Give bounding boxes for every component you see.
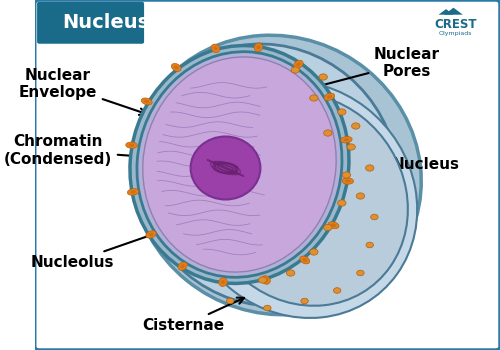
Ellipse shape — [328, 222, 339, 229]
Text: Nucleolus: Nucleolus — [30, 221, 188, 270]
Ellipse shape — [174, 65, 178, 69]
Ellipse shape — [301, 298, 308, 304]
Ellipse shape — [324, 93, 334, 100]
Ellipse shape — [126, 142, 138, 148]
Text: Nuclear
Pores: Nuclear Pores — [305, 47, 440, 91]
Ellipse shape — [344, 138, 349, 141]
Ellipse shape — [178, 262, 187, 270]
Ellipse shape — [366, 165, 374, 171]
Ellipse shape — [143, 57, 336, 272]
Ellipse shape — [256, 45, 260, 49]
Ellipse shape — [128, 189, 139, 195]
Ellipse shape — [291, 67, 300, 73]
Ellipse shape — [327, 95, 332, 99]
Ellipse shape — [264, 278, 268, 282]
Ellipse shape — [319, 74, 328, 80]
Ellipse shape — [130, 46, 349, 284]
Ellipse shape — [342, 172, 350, 178]
Text: Chromatin
(Condensed): Chromatin (Condensed) — [4, 134, 150, 167]
Ellipse shape — [211, 44, 220, 53]
Ellipse shape — [221, 280, 225, 284]
Ellipse shape — [142, 98, 152, 105]
Ellipse shape — [146, 231, 156, 238]
Ellipse shape — [345, 180, 350, 183]
Ellipse shape — [202, 93, 408, 306]
Ellipse shape — [338, 109, 346, 115]
Text: CREST: CREST — [434, 18, 477, 31]
Ellipse shape — [324, 224, 332, 231]
Ellipse shape — [347, 144, 356, 150]
Ellipse shape — [262, 276, 270, 284]
Text: Nucleus: Nucleus — [62, 13, 150, 32]
Ellipse shape — [324, 130, 332, 136]
Ellipse shape — [334, 288, 341, 293]
Ellipse shape — [137, 52, 342, 277]
Ellipse shape — [144, 100, 150, 103]
Ellipse shape — [310, 249, 318, 255]
Ellipse shape — [300, 256, 310, 264]
Ellipse shape — [148, 233, 154, 236]
Ellipse shape — [331, 224, 336, 227]
Polygon shape — [438, 9, 454, 15]
Ellipse shape — [132, 35, 422, 315]
Ellipse shape — [366, 242, 374, 248]
Ellipse shape — [214, 46, 218, 50]
FancyBboxPatch shape — [35, 0, 500, 350]
Ellipse shape — [340, 136, 352, 143]
Ellipse shape — [356, 270, 364, 276]
Ellipse shape — [226, 298, 234, 304]
Ellipse shape — [254, 43, 262, 52]
Ellipse shape — [129, 144, 134, 147]
Ellipse shape — [294, 60, 303, 69]
Ellipse shape — [352, 123, 360, 129]
Ellipse shape — [370, 214, 378, 220]
Ellipse shape — [302, 258, 307, 262]
Ellipse shape — [356, 193, 364, 199]
Ellipse shape — [136, 44, 398, 306]
Ellipse shape — [130, 190, 136, 194]
Text: Olympiads: Olympiads — [439, 31, 472, 36]
Ellipse shape — [286, 270, 295, 276]
Text: Cisternae: Cisternae — [142, 298, 244, 333]
Ellipse shape — [342, 178, 353, 184]
Polygon shape — [444, 8, 463, 15]
Ellipse shape — [219, 278, 227, 287]
Ellipse shape — [310, 95, 318, 101]
Ellipse shape — [264, 305, 271, 311]
Ellipse shape — [190, 136, 260, 199]
Ellipse shape — [258, 277, 267, 283]
Ellipse shape — [182, 81, 417, 318]
Text: Nuclear
Envelope: Nuclear Envelope — [19, 68, 146, 115]
FancyBboxPatch shape — [37, 2, 144, 44]
Ellipse shape — [338, 200, 346, 206]
Ellipse shape — [296, 62, 301, 66]
Ellipse shape — [172, 63, 181, 71]
Text: Nucleus: Nucleus — [338, 157, 460, 172]
Ellipse shape — [180, 264, 185, 268]
